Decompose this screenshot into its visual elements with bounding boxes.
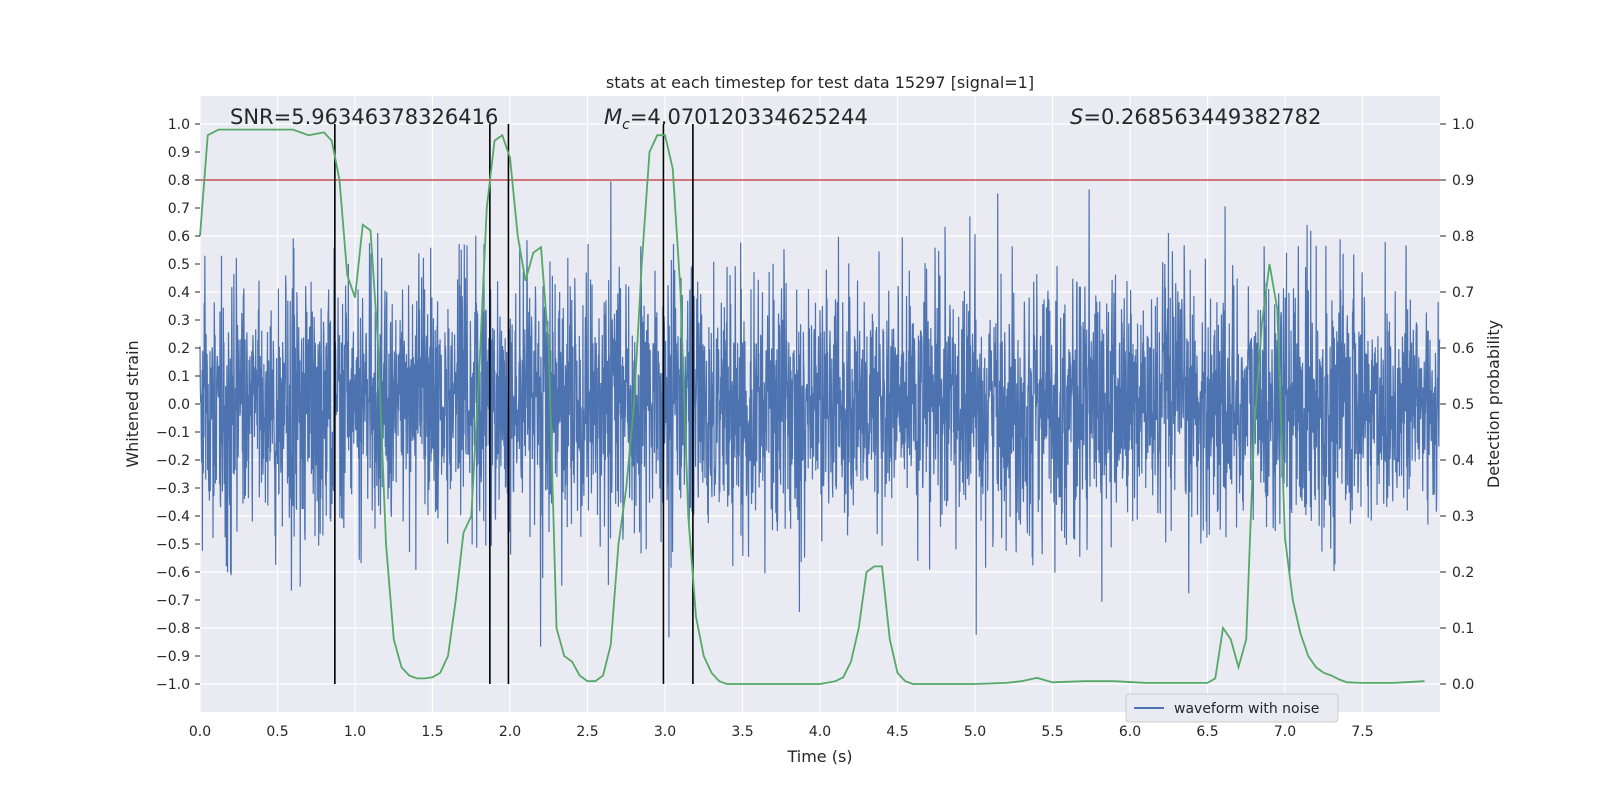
snr-annotation: SNR=5.96346378326416: [230, 105, 498, 129]
s-symbol: S: [1070, 105, 1083, 129]
y2-tick-label: 0.9: [1452, 173, 1474, 189]
y-tick-label: −0.4: [156, 509, 190, 525]
x-tick-label: 1.0: [344, 724, 366, 740]
s-value: =0.268563449382782: [1083, 105, 1321, 129]
y-tick-label: −0.5: [156, 537, 190, 553]
x-axis-label: Time (s): [786, 747, 852, 766]
y-tick-label: −0.9: [156, 649, 190, 665]
chirp-mass-subscript: c: [622, 117, 630, 133]
legend-label-waveform: waveform with noise: [1174, 701, 1319, 717]
y2-tick-label: 0.8: [1452, 229, 1474, 245]
y2-axis-label: Detection probability: [1484, 320, 1503, 488]
y-tick-label: 0.7: [168, 201, 190, 217]
x-tick-label: 4.0: [809, 724, 831, 740]
event-vlines: [334, 124, 694, 684]
x-tick-label: 3.5: [731, 724, 753, 740]
chirp-mass-value: =4.070120334625244: [630, 105, 868, 129]
y-tick-label: 0.6: [168, 229, 190, 245]
x-tick-label: 3.0: [654, 724, 676, 740]
legend: waveform with noise: [1125, 693, 1339, 723]
chirp-mass-symbol: M: [604, 105, 622, 129]
detection-probability-line: [199, 128, 1425, 685]
x-tick-label: 5.0: [964, 724, 986, 740]
y-tick-label: 0.2: [168, 341, 190, 357]
detection-probability-series: [199, 128, 1425, 685]
waveform-line: [199, 181, 1441, 647]
waveform-series: [199, 181, 1441, 647]
y2-tick-label: 0.6: [1452, 341, 1474, 357]
y2-tick-label: 0.5: [1452, 397, 1474, 413]
x-tick-label: 2.5: [576, 724, 598, 740]
y-tick-label: −1.0: [156, 677, 190, 693]
tick-labels: 0.0 0.5 1.0 1.5 2.0 2.5 3.0 3.5 4.0 4.5 5.0 5.5 6.0 6…: [156, 117, 1474, 740]
y-tick-label: 0.0: [168, 397, 190, 413]
y-tick-label: 0.1: [168, 369, 190, 385]
x-tick-label: 0.5: [266, 724, 288, 740]
x-tick-label: 4.5: [886, 724, 908, 740]
legend-box: [1125, 693, 1339, 723]
y-tick-label: 0.9: [168, 145, 190, 161]
s-annotation: S=0.268563449382782: [1070, 105, 1321, 129]
y2-tick-label: 0.4: [1452, 453, 1474, 469]
y-tick-label: −0.8: [156, 621, 190, 637]
x-tick-label: 7.0: [1274, 724, 1296, 740]
x-tick-label: 2.0: [499, 724, 521, 740]
y-tick-label: 0.5: [168, 257, 190, 273]
y-tick-label: −0.6: [156, 565, 190, 581]
y-axis-label: Whitened strain: [123, 340, 142, 467]
x-tick-label: 0.0: [189, 724, 211, 740]
chart-title: stats at each timestep for test data 152…: [606, 73, 1034, 92]
y2-tick-label: 0.2: [1452, 565, 1474, 581]
y-tick-label: −0.1: [156, 425, 190, 441]
x-tick-label: 7.5: [1351, 724, 1373, 740]
y-tick-label: −0.2: [156, 453, 190, 469]
y2-tick-label: 1.0: [1452, 117, 1474, 133]
y2-tick-label: 0.1: [1452, 621, 1474, 637]
y-tick-label: −0.7: [156, 593, 190, 609]
y-tick-label: 0.4: [168, 285, 190, 301]
x-tick-label: 6.5: [1196, 724, 1218, 740]
x-tick-label: 1.5: [421, 724, 443, 740]
chirp-mass-annotation: Mc=4.070120334625244: [604, 105, 868, 133]
x-tick-label: 5.5: [1041, 724, 1063, 740]
y2-tick-label: 0.7: [1452, 285, 1474, 301]
y-tick-label: −0.3: [156, 481, 190, 497]
y2-tick-label: 0.3: [1452, 509, 1474, 525]
y2-tick-label: 0.0: [1452, 677, 1474, 693]
x-tick-label: 6.0: [1119, 724, 1141, 740]
y-tick-label: 0.3: [168, 313, 190, 329]
y-tick-label: 1.0: [168, 117, 190, 133]
y-tick-label: 0.8: [168, 173, 190, 189]
